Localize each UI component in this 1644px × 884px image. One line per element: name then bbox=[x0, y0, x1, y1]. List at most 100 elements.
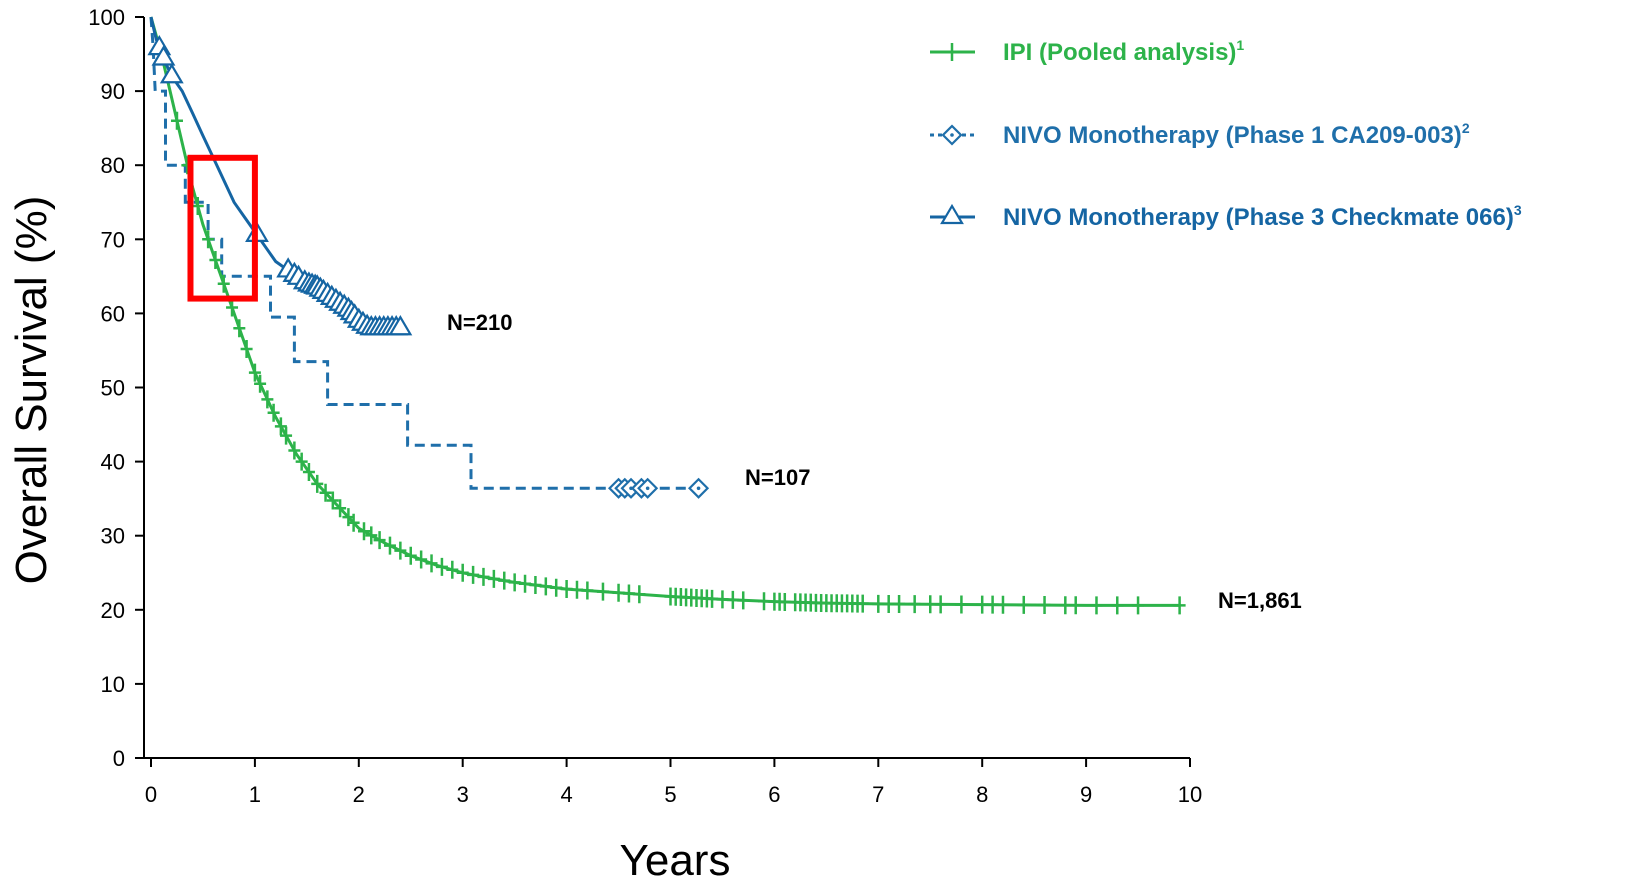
censor-mark bbox=[217, 274, 230, 293]
censor-mark bbox=[254, 374, 267, 393]
censor-mark bbox=[778, 592, 791, 611]
censor-mark bbox=[267, 403, 280, 422]
censor-mark bbox=[726, 590, 739, 609]
censor-mark bbox=[425, 554, 438, 573]
legend-marker bbox=[940, 203, 964, 225]
censor-mark bbox=[570, 580, 583, 599]
series-1 bbox=[149, 16, 1186, 615]
x-tick-label: 1 bbox=[249, 782, 261, 807]
y-tick-label: 0 bbox=[113, 746, 125, 771]
x-tick-label: 7 bbox=[872, 782, 884, 807]
censor-mark bbox=[1069, 596, 1082, 615]
y-tick-label: 70 bbox=[101, 227, 125, 252]
censor-mark bbox=[274, 417, 287, 436]
series-line bbox=[149, 16, 699, 490]
censor-mark bbox=[882, 594, 895, 613]
n-label: N=1,861 bbox=[1218, 588, 1302, 613]
censor-mark bbox=[1038, 596, 1051, 615]
censor-mark bbox=[706, 589, 719, 608]
legend-marker-dot bbox=[950, 133, 954, 137]
censor-mark bbox=[202, 230, 215, 249]
legend-marker bbox=[946, 43, 958, 61]
censor-mark bbox=[986, 595, 999, 614]
series-2 bbox=[149, 16, 710, 499]
legend-item-1: IPI (Pooled analysis)1 bbox=[930, 37, 1244, 66]
censor-mark bbox=[737, 591, 750, 610]
censor-mark bbox=[261, 390, 274, 409]
censor-mark bbox=[934, 595, 947, 614]
x-tick-label: 5 bbox=[664, 782, 676, 807]
censor-mark bbox=[508, 573, 521, 592]
censor-mark bbox=[550, 578, 563, 597]
censor-mark bbox=[373, 531, 386, 550]
legend: IPI (Pooled analysis)1 NIVO Monotherapy (… bbox=[930, 37, 1522, 231]
censor-mark bbox=[633, 585, 646, 604]
x-tick-label: 9 bbox=[1080, 782, 1092, 807]
censor-mark bbox=[357, 522, 370, 541]
x-axis-title: Years bbox=[620, 836, 731, 884]
censor-mark bbox=[456, 563, 469, 582]
censor-mark bbox=[893, 595, 906, 614]
censor-mark bbox=[856, 594, 869, 613]
series-layer bbox=[147, 16, 1186, 615]
censor-mark bbox=[446, 560, 459, 579]
x-tick-label: 10 bbox=[1178, 782, 1202, 807]
censor-mark bbox=[1017, 595, 1030, 614]
x-tick-label: 8 bbox=[976, 782, 988, 807]
censor-mark bbox=[311, 474, 324, 493]
censor-mark bbox=[151, 45, 176, 66]
censor-mark bbox=[519, 574, 532, 593]
censor-mark bbox=[191, 196, 204, 215]
censor-mark bbox=[955, 595, 968, 614]
x-tick-label: 3 bbox=[457, 782, 469, 807]
censor-mark bbox=[1132, 596, 1145, 615]
censor-mark bbox=[622, 584, 635, 603]
censor-mark bbox=[996, 595, 1009, 614]
censor-mark bbox=[302, 462, 315, 481]
censor-mark bbox=[758, 592, 771, 611]
censor-mark bbox=[159, 63, 184, 84]
censor-mark bbox=[539, 577, 552, 596]
legend-label: IPI (Pooled analysis)1 bbox=[1003, 37, 1244, 66]
censor-mark bbox=[383, 536, 396, 555]
censor-mark-dot bbox=[645, 486, 650, 491]
legend-superscript: 2 bbox=[1462, 120, 1470, 136]
y-tick-label: 100 bbox=[88, 5, 125, 30]
series-line bbox=[149, 16, 1180, 607]
y-tick-label: 80 bbox=[101, 153, 125, 178]
y-tick-label: 50 bbox=[101, 376, 125, 401]
annotation-layer bbox=[187, 154, 258, 302]
n-label: N=210 bbox=[447, 310, 512, 335]
censor-mark bbox=[435, 557, 448, 576]
n-labels: N=1,861 N=107 N=210 bbox=[447, 310, 1302, 613]
censor-mark bbox=[596, 582, 609, 601]
censor-mark bbox=[209, 251, 222, 270]
legend-superscript: 1 bbox=[1236, 37, 1244, 53]
censor-mark bbox=[240, 339, 253, 358]
censor-mark bbox=[319, 483, 332, 502]
censor-mark bbox=[612, 583, 625, 602]
censor-mark bbox=[581, 581, 594, 600]
x-tick-label: 4 bbox=[560, 782, 572, 807]
censor-mark bbox=[872, 594, 885, 613]
censor-mark bbox=[477, 567, 490, 586]
censor-mark bbox=[334, 499, 347, 518]
censor-mark bbox=[347, 513, 360, 532]
y-tick-label: 40 bbox=[101, 450, 125, 475]
legend-item-3: NIVO Monotherapy (Phase 3 Checkmate 066)… bbox=[930, 202, 1522, 231]
censor-mark bbox=[924, 595, 937, 614]
censor-mark bbox=[560, 580, 573, 599]
censor-mark bbox=[404, 546, 417, 565]
series-3 bbox=[147, 16, 413, 336]
censor-mark bbox=[248, 363, 261, 382]
censor-mark-dot bbox=[696, 486, 701, 491]
censor-mark bbox=[415, 550, 428, 569]
censor-mark bbox=[388, 315, 413, 336]
legend-item-2: NIVO Monotherapy (Phase 1 CA209-003)2 bbox=[930, 120, 1470, 149]
y-tick-label: 30 bbox=[101, 524, 125, 549]
censor-mark bbox=[365, 526, 378, 545]
censor-mark bbox=[326, 491, 339, 510]
y-tick-label: 60 bbox=[101, 301, 125, 326]
